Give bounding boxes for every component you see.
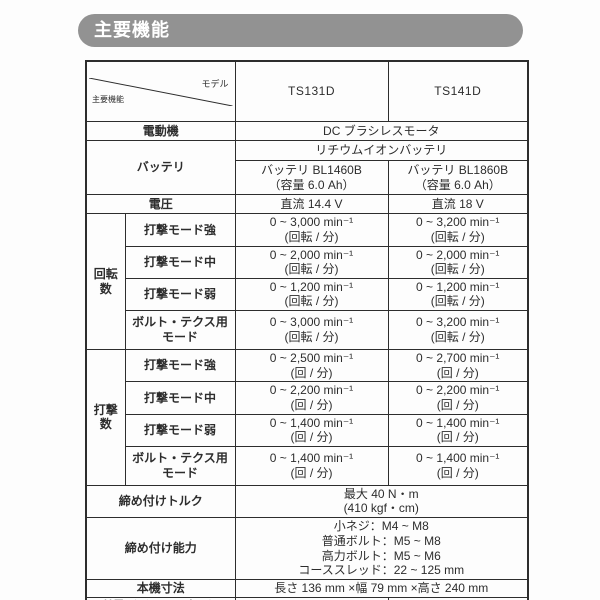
- row-label-dimensions: 本機寸法: [85, 579, 236, 598]
- torque-value: 最大 40 N・m (410 kgf・cm): [234, 484, 529, 519]
- voltage-value-model1: 直流 14.4 V: [234, 194, 389, 215]
- table-row-torque: 締め付けトルク 最大 40 N・m (410 kgf・cm): [85, 484, 529, 519]
- voltage-value-model2: 直流 18 V: [387, 194, 529, 215]
- row-label-rotation: 回転数: [85, 213, 126, 350]
- capacity-value: 小ネジ：M4 ~ M8 普通ボルト：M5 ~ M8 高力ボルト：M5 ~ M6 …: [234, 517, 529, 580]
- table-row-battery-type: バッテリ リチウムイオンバッテリ: [85, 140, 529, 196]
- corner-model-label: モデル: [201, 78, 229, 89]
- table-corner-cell: モデル 主要機能: [85, 60, 236, 123]
- impact-strong-model1: 0 ~ 2,500 min⁻¹ (回 / 分): [234, 348, 389, 383]
- table-row-rotation-medium: 打撃モード中 0 ~ 2,000 min⁻¹ (回転 / 分) 0 ~ 2,00…: [86, 245, 529, 279]
- rotation-bolt-model1: 0 ~ 3,000 min⁻¹ (回転 / 分): [234, 310, 389, 350]
- table-row-impact-strong: 打撃数 打撃モード強 0 ~ 2,500 min⁻¹ (回 / 分) 0 ~ 2…: [85, 348, 529, 486]
- table-row-battery-models: バッテリ BL1460B （容量 6.0 Ah） バッテリ BL1860B （容…: [86, 160, 529, 196]
- model-column-header-1: TS131D: [234, 60, 389, 123]
- rotation-strong-model2: 0 ~ 3,200 min⁻¹ (回転 / 分): [387, 213, 529, 247]
- row-label-impact: 打撃数: [85, 349, 126, 486]
- impact-medium-model2: 0 ~ 2,200 min⁻¹ (回 / 分): [387, 381, 529, 415]
- impact-strong-model2: 0 ~ 2,700 min⁻¹ (回 / 分): [387, 348, 529, 383]
- corner-diagonal: モデル 主要機能: [89, 77, 233, 106]
- sub-label-rotation-strong: 打撃モード強: [124, 213, 236, 247]
- sub-label-rotation-weak: 打撃モード弱: [124, 277, 236, 312]
- sub-label-rotation-medium: 打撃モード中: [124, 245, 236, 279]
- rotation-medium-model2: 0 ~ 2,000 min⁻¹ (回転 / 分): [387, 245, 529, 279]
- table-row-rotation-strong: 回転数 打撃モード強 0 ~ 3,000 min⁻¹ (回転 / 分) 0 ~ …: [85, 213, 529, 350]
- impact-weak-model2: 0 ~ 1,400 min⁻¹ (回 / 分): [387, 413, 529, 447]
- battery-type-value: リチウムイオンバッテリ: [234, 140, 529, 162]
- row-label-voltage: 電圧: [85, 194, 236, 215]
- table-row-impact-bolt: ボルト・テクス用 モード 0 ~ 1,400 min⁻¹ (回 / 分) 0 ~…: [86, 445, 529, 486]
- row-label-torque: 締め付けトルク: [85, 484, 236, 519]
- row-label-motor: 電動機: [85, 121, 236, 142]
- impact-medium-model1: 0 ~ 2,200 min⁻¹ (回 / 分): [234, 381, 389, 415]
- rotation-weak-model1: 0 ~ 1,200 min⁻¹ (回転 / 分): [234, 277, 389, 312]
- sub-label-impact-medium: 打撃モード中: [124, 381, 236, 415]
- table-header-row: モデル 主要機能 TS131D TS141D: [85, 60, 529, 123]
- rotation-medium-model1: 0 ~ 2,000 min⁻¹ (回転 / 分): [234, 245, 389, 279]
- impact-bolt-model1: 0 ~ 1,400 min⁻¹ (回 / 分): [234, 445, 389, 486]
- impact-weak-model1: 0 ~ 1,400 min⁻¹ (回 / 分): [234, 413, 389, 447]
- dimensions-value: 長さ 136 mm ×幅 79 mm ×高さ 240 mm: [234, 579, 529, 598]
- table-row-motor: 電動機 DC ブラシレスモータ: [85, 121, 529, 142]
- sub-label-impact-bolt: ボルト・テクス用 モード: [124, 445, 236, 486]
- spec-table: モデル 主要機能 TS131D TS141D 電動機 DC ブラシレスモータ バ…: [85, 60, 529, 600]
- table-row-impact-medium: 打撃モード中 0 ~ 2,200 min⁻¹ (回 / 分) 0 ~ 2,200…: [86, 381, 529, 415]
- sub-label-impact-weak: 打撃モード弱: [124, 413, 236, 447]
- model-column-header-2: TS141D: [387, 60, 529, 123]
- impact-bolt-model2: 0 ~ 1,400 min⁻¹ (回 / 分): [387, 445, 529, 486]
- page-title: 主要機能: [78, 14, 523, 47]
- rotation-strong-model1: 0 ~ 3,000 min⁻¹ (回転 / 分): [234, 213, 389, 247]
- motor-value: DC ブラシレスモータ: [234, 121, 529, 142]
- table-row-rotation-bolt: ボルト・テクス用 モード 0 ~ 3,000 min⁻¹ (回転 / 分) 0 …: [86, 310, 529, 350]
- table-row-impact-weak: 打撃モード弱 0 ~ 1,400 min⁻¹ (回 / 分) 0 ~ 1,400…: [86, 413, 529, 447]
- table-row-rotation-weak: 打撃モード弱 0 ~ 1,200 min⁻¹ (回転 / 分) 0 ~ 1,20…: [86, 277, 529, 312]
- sub-label-rotation-bolt: ボルト・テクス用 モード: [124, 310, 236, 350]
- row-label-capacity: 締め付け能力: [85, 517, 236, 580]
- table-row-capacity: 締め付け能力 小ネジ：M4 ~ M8 普通ボルト：M5 ~ M8 高力ボルト：M…: [85, 517, 529, 580]
- table-row-dimensions: 本機寸法 長さ 136 mm ×幅 79 mm ×高さ 240 mm: [85, 579, 529, 598]
- sub-label-impact-strong: 打撃モード強: [124, 348, 236, 383]
- row-label-battery: バッテリ: [85, 140, 236, 196]
- battery-value-model2: バッテリ BL1860B （容量 6.0 Ah）: [387, 160, 529, 196]
- rotation-weak-model2: 0 ~ 1,200 min⁻¹ (回転 / 分): [387, 277, 529, 312]
- table-row-voltage: 電圧 直流 14.4 V 直流 18 V: [85, 194, 529, 215]
- corner-feature-label: 主要機能: [92, 94, 124, 104]
- diagonal-line: [89, 77, 233, 106]
- rotation-bolt-model2: 0 ~ 3,200 min⁻¹ (回転 / 分): [387, 310, 529, 350]
- battery-value-model1: バッテリ BL1460B （容量 6.0 Ah）: [234, 160, 389, 196]
